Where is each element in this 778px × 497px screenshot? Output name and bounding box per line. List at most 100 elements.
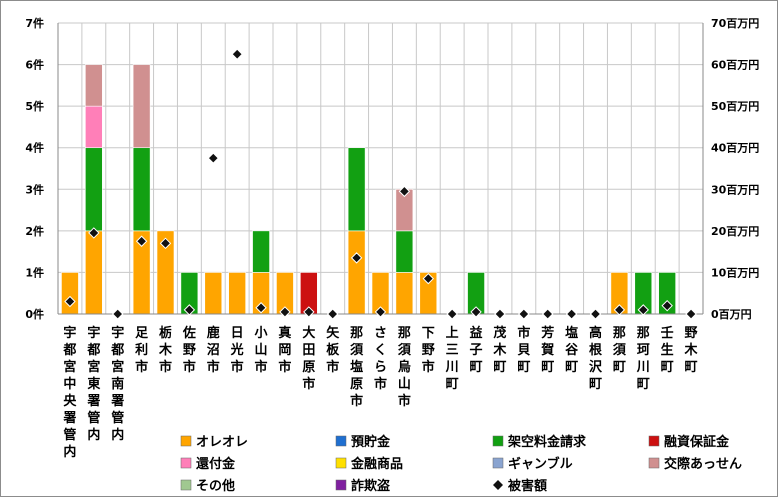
category-label: 佐野市: [182, 325, 196, 375]
damage-marker: [494, 308, 506, 320]
damage-marker: [422, 272, 434, 285]
damage-markers: [64, 48, 697, 320]
y-right-tick-label: 70百万円: [711, 17, 759, 30]
legend-swatch: [180, 479, 192, 491]
category-label: 足利市: [135, 326, 149, 375]
category-label: 下野市: [422, 326, 435, 375]
category-label: 宇都宮東署管内: [86, 325, 100, 443]
category-label: 那須烏山市: [397, 326, 412, 409]
category-label: 大田原市: [302, 325, 315, 392]
damage-marker: [518, 308, 530, 320]
category-label: 野木町: [684, 326, 699, 375]
legend-swatch: [335, 435, 347, 447]
legend-label: 被害額: [507, 478, 547, 494]
bar-segment: [61, 272, 79, 315]
category-label: 壬生町: [661, 325, 674, 375]
bar-segment: [347, 147, 366, 232]
plot-area: [58, 23, 703, 314]
legend-swatch: [648, 457, 660, 469]
legend-label: その他: [196, 478, 235, 494]
bar-segment: [85, 230, 103, 315]
x-axis-category-labels: 宇都宮中央署管内宇都宮東署管内宇都宮南署管内足利市栃木市佐野市鹿沼市日光市小山市…: [62, 325, 698, 460]
bar-segment: [85, 105, 103, 149]
legend-swatch: [180, 435, 192, 447]
y-left-tick-label: 1件: [25, 265, 44, 279]
damage-marker: [350, 252, 363, 264]
damage-marker: [565, 308, 578, 320]
legend-label: 金融商品: [350, 456, 403, 472]
category-label: 矢板市: [326, 325, 340, 375]
legend-swatch: [492, 457, 504, 469]
damage-marker: [446, 308, 458, 320]
legend-label: 融資保証金: [664, 434, 730, 450]
y-left-tick-label: 4件: [25, 141, 44, 155]
category-label: 宇都宮南署管内: [110, 325, 124, 443]
category-label: 那須町: [612, 326, 627, 375]
damage-marker: [207, 152, 219, 164]
category-label: 小山市: [255, 326, 268, 375]
category-label: 茂木町: [492, 325, 507, 375]
bar-segment: [228, 272, 246, 315]
damage-marker: [255, 302, 267, 314]
legend-marker-damage: [493, 480, 503, 490]
y-left-tick-label: 3件: [25, 182, 44, 196]
damage-marker: [88, 227, 100, 239]
category-label: 栃木市: [158, 325, 173, 375]
damage-marker: [279, 306, 291, 318]
damage-marker: [183, 304, 196, 316]
legend-label: 預貯金: [351, 434, 391, 450]
damage-marker: [64, 295, 76, 308]
category-label: 高根沢町: [589, 325, 603, 392]
legend-label: 詐欺盗: [351, 478, 390, 494]
bar-segment: [395, 230, 414, 273]
category-label: 日光市: [230, 326, 244, 375]
legend-swatch: [180, 457, 192, 469]
bar-segment: [252, 230, 270, 273]
bar-segment: [204, 272, 223, 315]
category-label: 真岡市: [278, 325, 291, 375]
y-right-tick-label: 30百万円: [711, 183, 759, 196]
legend-label: 架空料金請求: [507, 434, 587, 450]
damage-marker: [112, 308, 124, 320]
y-right-tick-label: 10百万円: [711, 266, 759, 279]
damage-marker: [374, 306, 387, 318]
gridlines: [58, 22, 703, 314]
bar-segment: [132, 64, 151, 149]
bar-segment: [347, 230, 366, 315]
category-label: 宇都宮中央署管内: [62, 325, 77, 460]
damage-marker: [685, 308, 697, 320]
category-label: 上三川町: [445, 326, 459, 392]
legend-swatch: [335, 457, 347, 469]
damage-marker: [159, 237, 172, 250]
category-label: 那珂川町: [636, 326, 650, 392]
damage-marker: [327, 308, 339, 320]
category-label: さくら市: [374, 326, 387, 392]
legend-label: 還付金: [196, 456, 236, 472]
legend-swatch: [492, 435, 504, 447]
bar-segment: [85, 147, 103, 232]
damage-marker: [661, 299, 673, 312]
damage-marker: [542, 308, 554, 320]
y-left-tick-label: 7件: [25, 16, 44, 30]
bar-segment: [132, 147, 151, 232]
category-label: 市貝町: [517, 325, 530, 375]
damage-marker: [613, 304, 626, 316]
y-axis-left-ticks: 0件 1件 2件 3件 4件 5件 6件 7件: [25, 16, 44, 321]
y-right-tick-label: 40百万円: [711, 142, 759, 155]
legend-label: ギャンブル: [508, 456, 573, 472]
legend-swatch: [335, 479, 347, 491]
damage-marker: [398, 185, 411, 198]
y-right-tick-label: 50百万円: [711, 100, 759, 113]
y-right-tick-label: 20百万円: [711, 225, 759, 238]
y-left-tick-label: 2件: [25, 224, 44, 238]
damage-marker: [231, 48, 243, 60]
y-left-tick-label: 6件: [25, 58, 44, 72]
bar-segment: [85, 64, 103, 107]
y-axis-right-ticks: 0百万円 10百万円 20百万円 30百万円 40百万円 50百万円 60百万円 70百万円: [711, 17, 759, 321]
damage-marker: [303, 306, 315, 318]
category-label: 那須塩原市: [349, 326, 364, 409]
y-right-tick-label: 0百万円: [711, 308, 752, 321]
legend-swatch: [648, 435, 660, 447]
